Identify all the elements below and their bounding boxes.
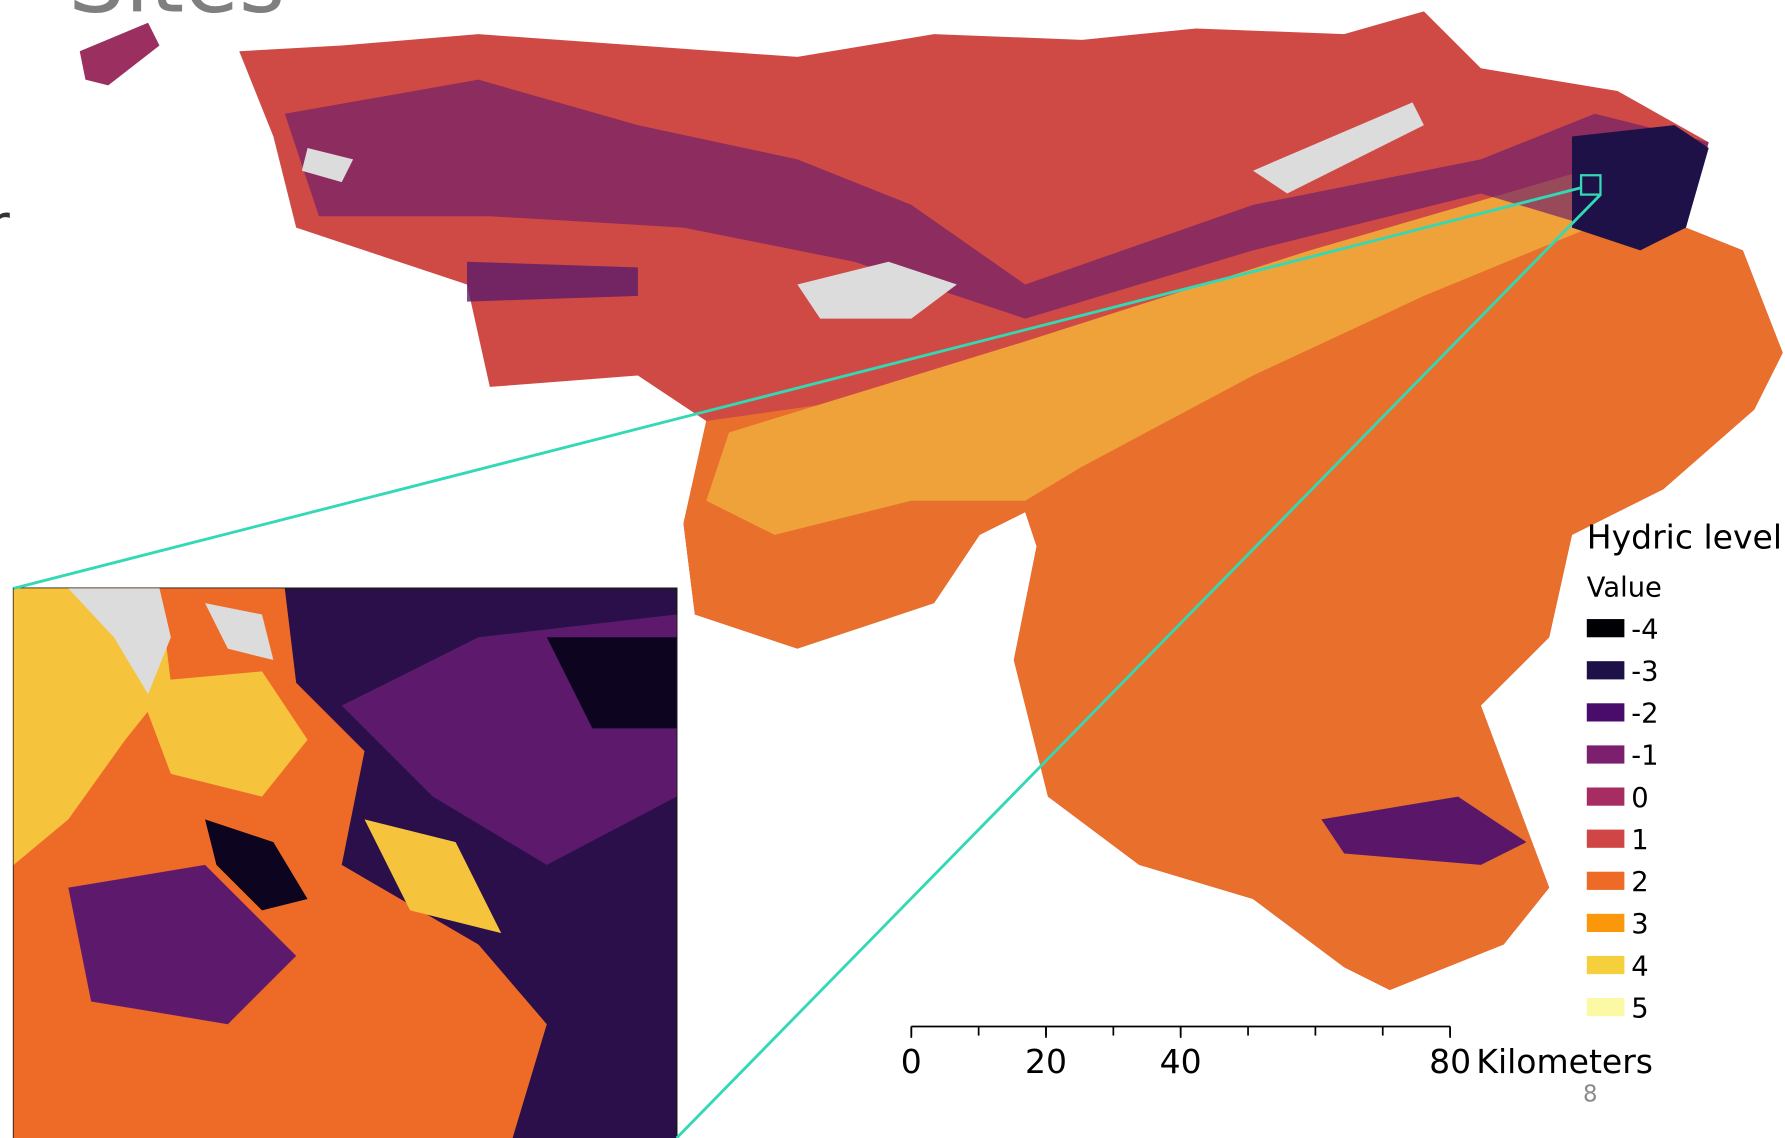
legend-label: -4 (1631, 614, 1658, 645)
legend-swatch (1587, 872, 1625, 890)
scale-unit: Kilometers (1476, 1042, 1653, 1081)
legend-label: 2 (1631, 867, 1648, 898)
legend-label: 1 (1631, 825, 1648, 856)
side-text: r (0, 193, 10, 259)
legend-swatch (1587, 703, 1625, 721)
legend-label: -2 (1631, 699, 1658, 730)
map-west (467, 262, 638, 302)
legend-label: -3 (1631, 657, 1658, 688)
scale-label: 0 (901, 1042, 922, 1081)
slide: Sites r Hydric level Value -4 -3 -2 -1 0 1 2 3 4… (0, 0, 1785, 1138)
legend-swatch (1587, 745, 1625, 763)
legend-title: Hydric level (1587, 518, 1782, 557)
legend: Hydric level Value -4 -3 -2 -1 0 1 2 3 4 5 (1587, 518, 1782, 1025)
legend-label: 5 (1631, 993, 1648, 1024)
legend-subtitle: Value (1587, 572, 1662, 603)
scale-bar: Kilometers 0 20 40 80 (901, 1026, 1653, 1081)
page-number: 8 (1583, 1082, 1597, 1108)
legend-swatch (1587, 787, 1625, 805)
legend-swatch (1587, 998, 1625, 1016)
legend-swatch (1587, 830, 1625, 848)
inset (14, 588, 677, 1138)
page: {"header": {"title": "Sites", "side_text… (0, 0, 1785, 1138)
legend-swatch (1587, 956, 1625, 974)
scale-label: 20 (1025, 1042, 1067, 1081)
scale-label: 40 (1160, 1042, 1202, 1081)
legend-label: 4 (1631, 951, 1648, 982)
scale-label: 80 (1429, 1042, 1471, 1081)
legend-swatch (1587, 914, 1625, 932)
legend-label: 0 (1631, 783, 1648, 814)
slide-title: Sites (68, 0, 285, 32)
legend-swatch (1587, 619, 1625, 637)
legend-swatch (1587, 661, 1625, 679)
legend-label: -1 (1631, 741, 1658, 772)
legend-label: 3 (1631, 909, 1648, 940)
